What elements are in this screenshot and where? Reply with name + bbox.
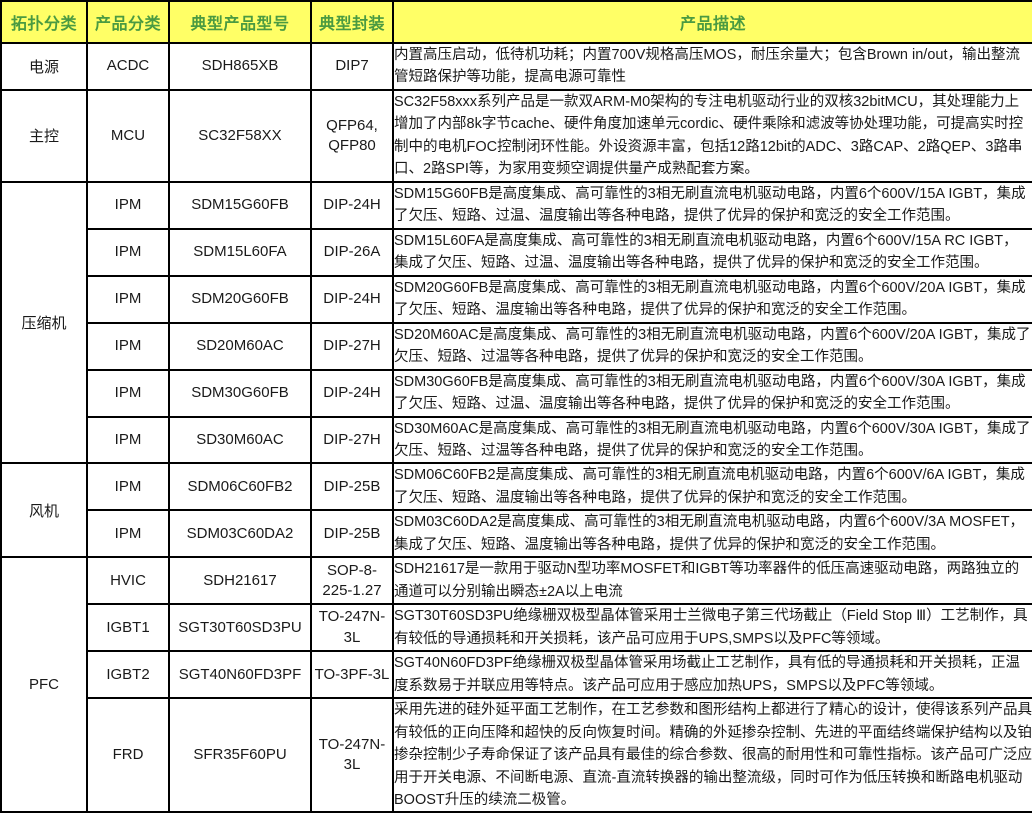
table-row: 压缩机 IPM SDM15G60FB DIP-24H SDM15G60FB是高度… — [0, 180, 1032, 465]
package-cell: SOP-8-225-1.27 — [310, 556, 394, 606]
header-product-category: 产品分类 — [86, 0, 170, 44]
package-cell: DIP-24H — [310, 180, 394, 230]
table-row: IGBT2 SGT40N60FD3PF TO-3PF-3L SGT40N60FD… — [1, 650, 1032, 700]
category-cell: IGBT1 — [86, 603, 170, 653]
description-cell: SC32F58xxx系列产品是一款双ARM-M0架构的专注电机驱动行业的双核32… — [392, 88, 1032, 183]
category-cell: IPM — [86, 227, 170, 277]
model-cell: SDM15G60FB — [168, 180, 312, 230]
category-cell: IPM — [86, 415, 170, 465]
table-row: IPM SD20M60AC DIP-27H SD20M60AC是高度集成、高可靠… — [1, 321, 1032, 371]
package-cell: TO-247N-3L — [310, 697, 394, 813]
topology-cell-compressor: 压缩机 — [0, 180, 88, 465]
package-cell: DIP-27H — [310, 321, 394, 371]
package-cell: DIP7 — [310, 42, 394, 91]
table-row: IPM SDM20G60FB DIP-24H SDM20G60FB是高度集成、高… — [1, 274, 1032, 324]
model-cell: SGT40N60FD3PF — [168, 650, 312, 700]
description-cell: SGT30T60SD3PU绝缘栅双极型晶体管采用士兰微电子第三代场截止（Fiel… — [392, 603, 1032, 653]
table-body: 电源 ACDC SDH865XB DIP7 内置高压启动，低待机功耗；内置700… — [0, 42, 1032, 813]
table-row: 风机 IPM SDM06C60FB2 DIP-25B SDM06C60FB2是高… — [0, 462, 1032, 559]
package-cell: DIP-25B — [310, 462, 394, 512]
topology-cell-mcu: 主控 — [0, 88, 88, 183]
package-cell: QFP64, QFP80 — [310, 88, 394, 183]
table-header: 拓扑分类 产品分类 典型产品型号 典型封装 产品描述 — [0, 0, 1032, 44]
header-product-description: 产品描述 — [392, 0, 1032, 44]
category-cell: IPM — [86, 462, 170, 512]
description-cell: 内置高压启动，低待机功耗；内置700V规格高压MOS，耐压余量大；包含Brown… — [392, 42, 1032, 91]
model-cell: SDM20G60FB — [168, 274, 312, 324]
package-cell: DIP-27H — [310, 415, 394, 465]
header-topology-category: 拓扑分类 — [0, 0, 88, 44]
package-cell: DIP-24H — [310, 274, 394, 324]
table-row: PFC HVIC SDH21617 SOP-8-225-1.27 SDH2161… — [0, 556, 1032, 813]
category-cell: IGBT2 — [86, 650, 170, 700]
topology-cell-power: 电源 — [0, 42, 88, 91]
topology-cell-fan: 风机 — [0, 462, 88, 559]
description-cell: SDM15G60FB是高度集成、高可靠性的3相无刷直流电机驱动电路，内置6个60… — [392, 180, 1032, 230]
category-cell: IPM — [86, 180, 170, 230]
model-cell: SFR35F60PU — [168, 697, 312, 813]
category-cell: MCU — [86, 88, 170, 183]
table-row: FRD SFR35F60PU TO-247N-3L 采用先进的硅外延平面工艺制作… — [1, 697, 1032, 813]
category-cell: ACDC — [86, 42, 170, 91]
model-cell: SDM06C60FB2 — [168, 462, 312, 512]
description-cell: SDM15L60FA是高度集成、高可靠性的3相无刷直流电机驱动电路，内置6个60… — [392, 227, 1032, 277]
description-cell: SDH21617是一款用于驱动N型功率MOSFET和IGBT等功率器件的低压高速… — [392, 556, 1032, 606]
category-cell: FRD — [86, 697, 170, 813]
table-row: IGBT1 SGT30T60SD3PU TO-247N-3L SGT30T60S… — [1, 603, 1032, 653]
table-row: IPM SD30M60AC DIP-27H SD30M60AC是高度集成、高可靠… — [1, 415, 1032, 465]
header-row: 拓扑分类 产品分类 典型产品型号 典型封装 产品描述 — [0, 0, 1032, 44]
package-cell: DIP-26A — [310, 227, 394, 277]
description-cell: SGT40N60FD3PF绝缘栅双极型晶体管采用场截止工艺制作，具有低的导通损耗… — [392, 650, 1032, 700]
table-row: IPM SDM03C60DA2 DIP-25B SDM03C60DA2是高度集成… — [1, 509, 1032, 559]
description-cell: SDM20G60FB是高度集成、高可靠性的3相无刷直流电机驱动电路，内置6个60… — [392, 274, 1032, 324]
category-cell: IPM — [86, 509, 170, 559]
header-typical-package: 典型封装 — [310, 0, 394, 44]
category-cell: HVIC — [86, 556, 170, 606]
model-cell: SD20M60AC — [168, 321, 312, 371]
package-cell: TO-3PF-3L — [310, 650, 394, 700]
table-row: IPM SDM15L60FA DIP-26A SDM15L60FA是高度集成、高… — [1, 227, 1032, 277]
table-row: 主控 MCU SC32F58XX QFP64, QFP80 SC32F58xxx… — [0, 88, 1032, 183]
model-cell: SDM30G60FB — [168, 368, 312, 418]
package-cell: DIP-24H — [310, 368, 394, 418]
table-row: 电源 ACDC SDH865XB DIP7 内置高压启动，低待机功耗；内置700… — [0, 42, 1032, 91]
description-cell: SDM03C60DA2是高度集成、高可靠性的3相无刷直流电机驱动电路，内置6个6… — [392, 509, 1032, 559]
header-typical-model: 典型产品型号 — [168, 0, 312, 44]
category-cell: IPM — [86, 368, 170, 418]
description-cell: SD30M60AC是高度集成、高可靠性的3相无刷直流电机驱动电路，内置6个600… — [392, 415, 1032, 465]
model-cell: SDM15L60FA — [168, 227, 312, 277]
model-cell: SDM03C60DA2 — [168, 509, 312, 559]
model-cell: SGT30T60SD3PU — [168, 603, 312, 653]
table-row: IPM SDM30G60FB DIP-24H SDM30G60FB是高度集成、高… — [1, 368, 1032, 418]
description-cell: SDM30G60FB是高度集成、高可靠性的3相无刷直流电机驱动电路，内置6个60… — [392, 368, 1032, 418]
model-cell: SC32F58XX — [168, 88, 312, 183]
description-cell: SDM06C60FB2是高度集成、高可靠性的3相无刷直流电机驱动电路，内置6个6… — [392, 462, 1032, 512]
model-cell: SDH865XB — [168, 42, 312, 91]
model-cell: SD30M60AC — [168, 415, 312, 465]
package-cell: DIP-25B — [310, 509, 394, 559]
topology-cell-pfc: PFC — [0, 556, 88, 813]
model-cell: SDH21617 — [168, 556, 312, 606]
description-cell: 采用先进的硅外延平面工艺制作，在工艺参数和图形结构上都进行了精心的设计，使得该系… — [392, 697, 1032, 813]
package-cell: TO-247N-3L — [310, 603, 394, 653]
category-cell: IPM — [86, 274, 170, 324]
category-cell: IPM — [86, 321, 170, 371]
description-cell: SD20M60AC是高度集成、高可靠性的3相无刷直流电机驱动电路，内置6个600… — [392, 321, 1032, 371]
